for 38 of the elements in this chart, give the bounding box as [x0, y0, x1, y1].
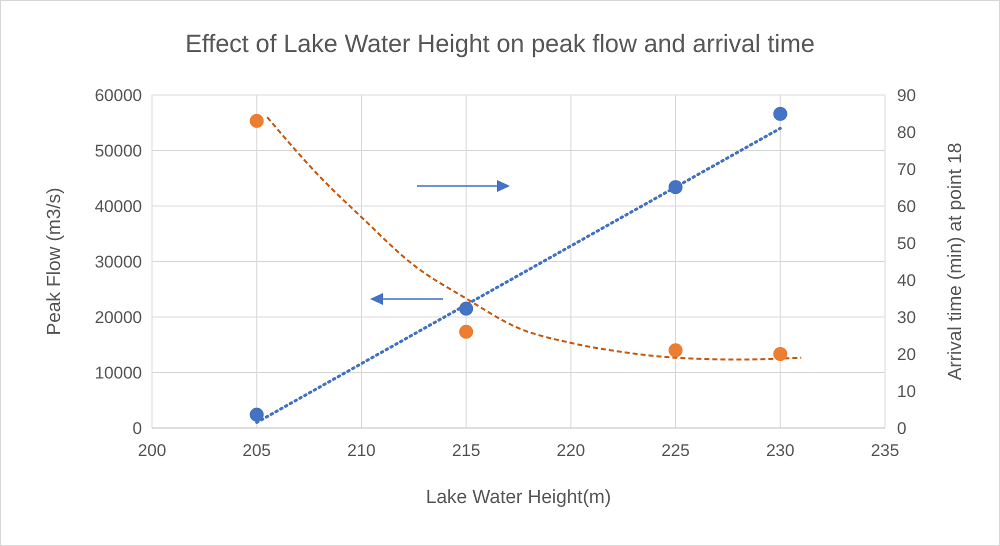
- y2-tick-label: 40: [897, 271, 916, 290]
- x-tick-label: 215: [452, 441, 480, 460]
- y2-tick-label: 60: [897, 197, 916, 216]
- x-tick-label: 220: [556, 441, 586, 460]
- y2-tick-label: 0: [897, 419, 906, 438]
- x-tick-label: 205: [242, 441, 271, 460]
- chart-title: Effect of Lake Water Height on peak flow and arrival time: [185, 30, 815, 58]
- x-axis-title: Lake Water Height(m): [426, 487, 612, 508]
- point: [668, 343, 683, 358]
- line-series: [266, 116, 802, 361]
- y-tick-label: 60000: [94, 86, 142, 105]
- x-tick-label: 225: [661, 441, 690, 460]
- point: [773, 347, 788, 361]
- y2-tick-label: 30: [897, 308, 916, 327]
- y2-tick-label: 20: [897, 345, 916, 364]
- x-tick-label: 235: [870, 441, 900, 460]
- y-tick-label: 10000: [94, 364, 142, 382]
- x-tick-label: 210: [347, 441, 376, 460]
- y2-axis-title: Arrival time (min) at point 18: [945, 142, 966, 380]
- y-tick-label: 30000: [94, 252, 142, 272]
- y2-tick-label: 70: [897, 160, 916, 179]
- point: [459, 324, 474, 339]
- x-tick-label: 230: [766, 441, 794, 460]
- y-axis-title: Peak Flow (m3/s): [44, 188, 65, 336]
- y-tick-label: 50000: [94, 142, 142, 160]
- point: [459, 302, 474, 316]
- y2-tick-label: 50: [897, 234, 916, 253]
- y-tick-label: 40000: [94, 197, 142, 216]
- y-tick-label: 0: [132, 419, 142, 438]
- point: [773, 106, 788, 121]
- point: [250, 114, 264, 128]
- y-tick-label: 20000: [94, 308, 142, 327]
- y2-tick-label: 80: [897, 123, 916, 142]
- y2-tick-label: 90: [897, 86, 916, 105]
- x-tick-label: 200: [138, 441, 166, 460]
- point: [250, 408, 264, 422]
- y2-tick-label: 10: [897, 382, 916, 401]
- point: [668, 180, 683, 194]
